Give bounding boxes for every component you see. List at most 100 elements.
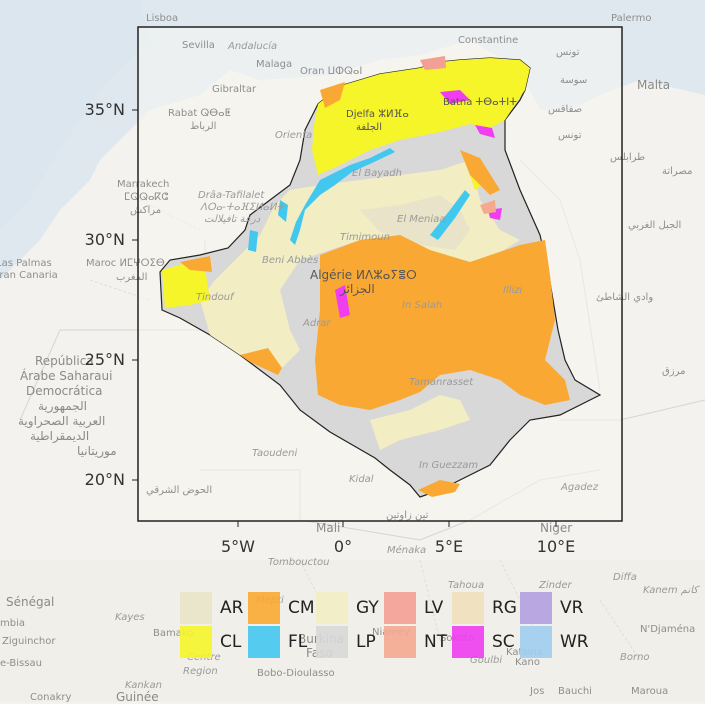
- label-lisboa: Lisboa: [146, 13, 179, 24]
- label-kayes: Kayes: [115, 612, 145, 623]
- label-diffa: Diffa: [613, 572, 637, 583]
- legend-item-vr: VR: [520, 592, 630, 624]
- legend-swatch-lv: [384, 592, 416, 624]
- label-constantine: Constantine: [458, 35, 519, 46]
- label-batna: Batna ⵜⴱⴰⵜⵏⵜ: [443, 97, 517, 108]
- label-sahrawi-ar-1: الجمهورية: [38, 399, 87, 413]
- legend-label-cm: CM: [288, 598, 315, 618]
- atlantic-ocean: [0, 0, 150, 230]
- label-murzuq: مرزق: [662, 366, 686, 377]
- label-sahrawi-1: República: [35, 354, 94, 368]
- label-malta: Malta: [637, 78, 671, 92]
- label-borno: Borno: [620, 652, 650, 663]
- legend-swatch-vr: [520, 592, 552, 624]
- legend-swatch-cm: [248, 592, 280, 624]
- label-sahrawi-ar-3: الديمقراطية: [30, 429, 90, 443]
- legend-label-nt: NT: [424, 632, 448, 652]
- legend-item-rg: RG: [452, 592, 562, 624]
- label-beni-abbes: Beni Abbès: [262, 255, 319, 266]
- label-agadez: Agadez: [561, 482, 599, 493]
- label-illizi: Illizi: [503, 285, 523, 296]
- label-menaka: Ménaka: [387, 545, 427, 556]
- label-oriental: Orienta: [275, 130, 313, 141]
- label-tripoli: طرابلس: [610, 152, 646, 163]
- legend-swatch-rg: [452, 592, 484, 624]
- label-mali: Mali: [316, 521, 341, 535]
- label-in-salah: In Salah: [402, 300, 443, 311]
- legend-swatch-nt: [384, 626, 416, 658]
- label-tindouf: Tindouf: [196, 292, 234, 303]
- region-border: [89, 199, 641, 661]
- legend-swatch-wr: [520, 626, 552, 658]
- label-oran: Oran ⵡⵀⵕⴰⵏ: [300, 66, 363, 77]
- legend-swatch-ar: [180, 592, 212, 624]
- label-sousse: سوسة: [560, 75, 588, 86]
- legend-item-nt: NT: [384, 626, 494, 658]
- x-tick-5e: 5°E: [434, 537, 464, 556]
- label-djelfa-ar: الجلفة: [356, 122, 383, 133]
- label-draa: Drâa-Tafilalet: [198, 190, 265, 201]
- legend-swatch-sc: [452, 626, 484, 658]
- label-marrakech-ar: مراكش: [130, 205, 162, 216]
- label-rabat-ar: الرباط: [190, 121, 217, 132]
- y-tick-30n: 30°N: [84, 230, 125, 249]
- label-algerie-ar: الجزائر: [340, 282, 375, 296]
- label-sevilla: Sevilla: [182, 40, 215, 51]
- label-misrata: مصراتة: [662, 166, 693, 177]
- legend-item-gy: GY: [316, 592, 426, 624]
- legend: AR CM GY LV RG VR CL FL LP NT SC WR: [176, 590, 596, 662]
- label-bauchi: Bauchi: [558, 686, 592, 697]
- label-jabal: الجبل الغربي: [628, 220, 682, 231]
- legend-label-lp: LP: [356, 632, 376, 652]
- legend-label-vr: VR: [560, 598, 584, 618]
- label-jos: Jos: [530, 686, 545, 697]
- label-maroc-ar: المغرب: [116, 272, 148, 283]
- label-tamanrasset: Tamanrasset: [409, 377, 474, 388]
- label-el-meniaa: El Meniaa: [397, 214, 446, 225]
- label-marrakech: Marrakech: [117, 179, 170, 190]
- label-tin-zaouatine: تين زاوتين: [386, 510, 429, 521]
- label-rabat: Rabat ⵕⴱⴰⵟ: [168, 108, 231, 119]
- label-andalucia: Andalucía: [228, 41, 278, 52]
- label-las-palmas: Las Palmas: [0, 258, 52, 269]
- label-bamako: Bamako: [153, 628, 194, 639]
- label-palermo: Palermo: [611, 13, 652, 24]
- legend-item-cm: CM: [248, 592, 358, 624]
- legend-label-gy: GY: [356, 598, 379, 618]
- legend-label-fl: FL: [288, 632, 308, 652]
- label-sahrawi-2: Árabe Saharaui: [20, 369, 113, 383]
- label-region: Region: [183, 666, 218, 677]
- label-zinder: Zinder: [539, 580, 572, 591]
- y-tick-25n: 25°N: [84, 350, 125, 369]
- country-border: [19, 159, 705, 541]
- label-djelfa: Djelfa ⵣⵍⴼⴰ: [346, 109, 409, 120]
- label-kano: Kano: [515, 657, 540, 668]
- label-conakry: Conakry: [30, 692, 72, 703]
- label-tahoua: Tahoua: [448, 580, 485, 591]
- x-tick-5w: 5°W: [221, 537, 255, 556]
- legend-label-sc: SC: [492, 632, 515, 652]
- label-draa-ar: درعة تافيلالت: [204, 214, 261, 225]
- label-mauritania: موريتانيا: [77, 444, 117, 458]
- y-tick-35n: 35°N: [84, 100, 125, 119]
- label-gibraltar: Gibraltar: [212, 84, 257, 95]
- label-gran-canaria: de Gran Canaria: [0, 270, 58, 281]
- label-bobo: Bobo-Dioulasso: [257, 668, 335, 679]
- label-sfax: صفاقس: [548, 104, 583, 115]
- legend-label-cl: CL: [220, 632, 242, 652]
- label-wadi: وادي الشاطئ: [596, 292, 654, 303]
- label-senegal: Sénégal: [6, 595, 55, 609]
- legend-item-ar: AR: [180, 592, 290, 624]
- label-algerie: Algérie ⵍⴷⵣⴰⵢⴻⵔ: [310, 268, 417, 282]
- label-kanem: Kanem كانم: [643, 585, 698, 596]
- label-maroua: Maroua: [631, 686, 669, 697]
- label-kidal: Kidal: [349, 474, 374, 485]
- legend-item-fl: FL: [248, 626, 358, 658]
- x-tick-10e: 10°E: [536, 537, 576, 556]
- y-tick-20n: 20°N: [84, 470, 125, 489]
- label-hodh: الحوض الشرقي: [146, 485, 213, 496]
- label-guinee: Guinée: [116, 690, 159, 704]
- legend-label-rg: RG: [492, 598, 517, 618]
- legend-item-sc: SC: [452, 626, 562, 658]
- label-tombouctou: Tombouctou: [268, 557, 330, 568]
